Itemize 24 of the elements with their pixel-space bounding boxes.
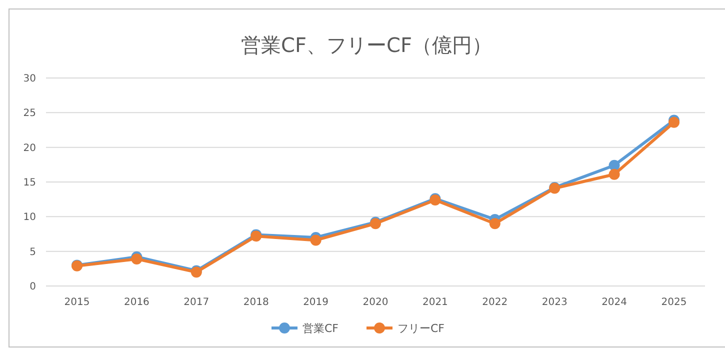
legend-label: 営業CF (302, 322, 339, 335)
x-tick-label: 2022 (482, 297, 508, 308)
x-tick-label: 2020 (362, 297, 388, 308)
x-tick-label: 2025 (661, 297, 687, 308)
x-tick-label: 2021 (422, 297, 448, 308)
legend-label: フリーCF (398, 322, 445, 335)
y-tick-label: 30 (23, 74, 36, 84)
point (489, 218, 500, 230)
y-tick-label: 20 (23, 142, 36, 154)
y-tick-label: 0 (30, 282, 36, 292)
x-tick-label: 2017 (184, 297, 210, 308)
y-tick-label: 10 (23, 212, 36, 224)
chart-title: 営業CF、フリーCF（億円） (241, 33, 492, 57)
point (310, 234, 322, 246)
point (608, 168, 620, 180)
x-tick-label: 2024 (602, 297, 628, 308)
x-tick-label: 2019 (303, 297, 329, 308)
y-tick-label: 25 (23, 108, 36, 120)
y-tick-label: 15 (23, 178, 36, 188)
x-tick-label: 2015 (64, 297, 90, 308)
x-tick-label: 2023 (542, 297, 568, 308)
x-tick-label: 2018 (243, 297, 269, 308)
x-tick-label: 2016 (124, 297, 150, 308)
y-tick-label: 5 (30, 246, 36, 258)
